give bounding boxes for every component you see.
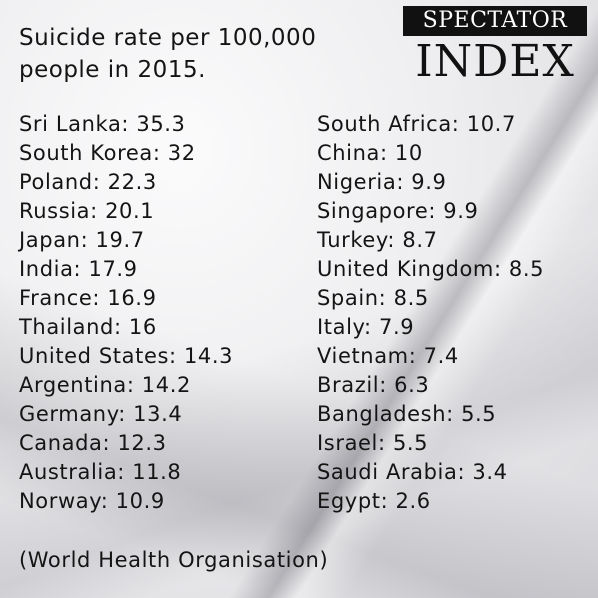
list-item: Bangladesh: 5.5	[317, 402, 497, 426]
list-item: Russia: 20.1	[19, 199, 155, 223]
list-item: Thailand: 16	[19, 315, 157, 339]
list-item: Turkey: 8.7	[317, 228, 438, 252]
list-item: India: 17.9	[19, 257, 138, 281]
list-item: Norway: 10.9	[19, 489, 165, 513]
list-item: Germany: 13.4	[19, 402, 183, 426]
source-note: (World Health Organisation)	[19, 548, 329, 572]
list-item: Spain: 8.5	[317, 286, 429, 310]
list-item: Japan: 19.7	[19, 228, 145, 252]
list-item: Poland: 22.3	[19, 170, 157, 194]
right-country-list: South Africa: 10.7 China: 10 Nigeria: 9.…	[317, 110, 544, 516]
list-item: Argentina: 14.2	[19, 373, 191, 397]
page-title: Suicide rate per 100,000 people in 2015.	[19, 25, 317, 83]
brand-logo-top: SPECTATOR	[403, 6, 587, 36]
list-item: Nigeria: 9.9	[317, 170, 447, 194]
list-item: France: 16.9	[19, 286, 157, 310]
list-item: Israel: 5.5	[317, 431, 429, 455]
brand-logo: SPECTATOR INDEX	[403, 6, 587, 88]
list-item: South Africa: 10.7	[317, 112, 516, 136]
left-country-list: Sri Lanka: 35.3 South Korea: 32 Poland: …	[19, 110, 233, 516]
list-item: United Kingdom: 8.5	[317, 257, 545, 281]
list-item: Canada: 12.3	[19, 431, 167, 455]
list-item: China: 10	[317, 141, 423, 165]
list-item: Singapore: 9.9	[317, 199, 479, 223]
list-item: South Korea: 32	[19, 141, 196, 165]
list-item: Sri Lanka: 35.3	[19, 112, 186, 136]
brand-logo-bottom: INDEX	[415, 36, 575, 87]
list-item: Vietnam: 7.4	[317, 344, 459, 368]
list-item: Australia: 11.8	[19, 460, 182, 484]
list-item: United States: 14.3	[19, 344, 234, 368]
list-item: Saudi Arabia: 3.4	[317, 460, 508, 484]
list-item: Brazil: 6.3	[317, 373, 430, 397]
list-item: Egypt: 2.6	[317, 489, 431, 513]
list-item: Italy: 7.9	[317, 315, 415, 339]
